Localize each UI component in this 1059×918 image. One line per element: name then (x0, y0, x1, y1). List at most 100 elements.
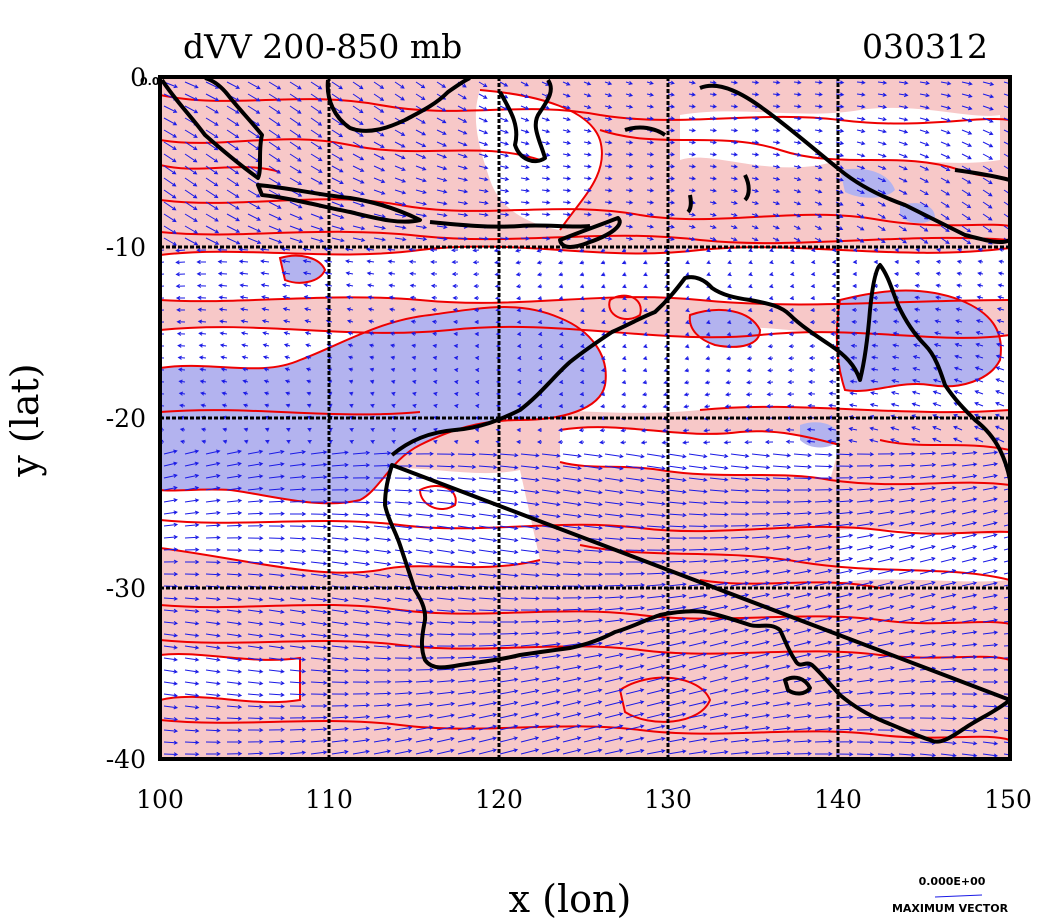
wind-vector (260, 259, 270, 264)
wind-vector (261, 307, 270, 312)
wind-vector (688, 116, 697, 121)
wind-vector (793, 476, 812, 481)
wind-vector (285, 403, 291, 408)
wind-vector (163, 535, 179, 540)
wind-vector (205, 728, 221, 733)
wind-vector (646, 640, 666, 647)
wind-vector (747, 320, 753, 325)
wind-vector (226, 189, 240, 198)
wind-vector (411, 391, 417, 396)
wind-vector (727, 284, 732, 289)
wind-vector (268, 462, 285, 467)
wind-vector (541, 141, 551, 146)
wind-vector (457, 117, 468, 123)
wind-vector (352, 525, 371, 530)
wind-vector (789, 296, 795, 301)
wind-vector (579, 320, 585, 325)
wind-vector (415, 153, 427, 159)
wind-vector (303, 283, 312, 288)
wind-vector (604, 606, 624, 611)
wind-vector (772, 488, 792, 493)
wind-vector (919, 580, 936, 587)
wind-vector (457, 464, 477, 470)
wind-vector (331, 450, 349, 455)
wind-vector (751, 713, 771, 719)
wind-vector (457, 177, 469, 182)
wind-vector (457, 141, 468, 147)
wind-vector (289, 536, 307, 541)
wind-vector (994, 437, 1005, 443)
wind-vector (961, 509, 978, 515)
wind-vector (995, 366, 1005, 371)
wind-vector (914, 271, 921, 276)
wind-vector (622, 308, 627, 313)
wind-vector (264, 391, 270, 396)
wind-vector (268, 93, 282, 102)
wind-vector (919, 129, 930, 134)
wind-vector (688, 512, 708, 517)
wind-vector (457, 452, 477, 457)
wind-vector (562, 465, 582, 471)
wind-vector (352, 165, 365, 172)
wind-vector (352, 597, 371, 603)
wind-vector (302, 259, 312, 264)
wind-vector (730, 164, 739, 169)
wind-vector (892, 319, 900, 324)
wind-vector (898, 703, 916, 708)
wind-vector (289, 621, 306, 626)
wind-vector (688, 188, 696, 193)
wind-vector (457, 153, 468, 159)
wind-vector (199, 367, 207, 372)
wind-vector (646, 513, 666, 518)
wind-vector (772, 152, 781, 157)
wind-vector (240, 331, 249, 336)
wind-vector (912, 355, 921, 360)
wind-vector (163, 117, 178, 126)
wind-vector (919, 201, 929, 208)
wind-vector (961, 450, 978, 455)
wind-vector (661, 428, 669, 433)
wind-vector (200, 427, 207, 432)
wind-vector (940, 225, 950, 233)
wind-vector (289, 141, 302, 150)
wind-vector (390, 379, 396, 384)
wind-vector (415, 501, 434, 506)
wind-vector (877, 568, 895, 575)
wind-vector (268, 105, 281, 114)
wind-vector (583, 81, 592, 86)
wind-vector (646, 571, 666, 576)
wind-vector (643, 308, 648, 312)
wind-vector (557, 248, 564, 253)
wind-vector (199, 379, 207, 384)
wind-vector (772, 738, 792, 743)
wind-vector (247, 536, 264, 541)
wind-vector (226, 117, 240, 126)
wind-vector (478, 165, 489, 170)
wind-vector (919, 153, 930, 159)
wind-vector (814, 568, 833, 575)
wind-vector (218, 295, 228, 300)
wind-vector (268, 499, 285, 504)
wind-vector (767, 368, 774, 373)
wind-vector (457, 129, 468, 135)
wind-vector (583, 549, 603, 554)
wind-vector (642, 248, 648, 253)
wind-vector (794, 487, 812, 493)
wind-vector (436, 537, 456, 543)
wind-vector (205, 510, 221, 516)
wind-vector (1003, 584, 1010, 587)
wind-vector (898, 617, 916, 623)
wind-vector (268, 704, 285, 709)
wind-vector (289, 499, 307, 504)
wind-vector (520, 665, 540, 671)
wind-vector (197, 295, 207, 300)
wind-vector (982, 81, 995, 86)
wind-vector (352, 105, 364, 114)
wind-vector (751, 616, 770, 623)
wind-vector (499, 537, 519, 543)
wind-vector (911, 390, 921, 395)
wind-vector (373, 549, 392, 554)
wind-vector (305, 343, 312, 348)
wind-vector (915, 259, 921, 265)
wind-vector (709, 224, 717, 229)
